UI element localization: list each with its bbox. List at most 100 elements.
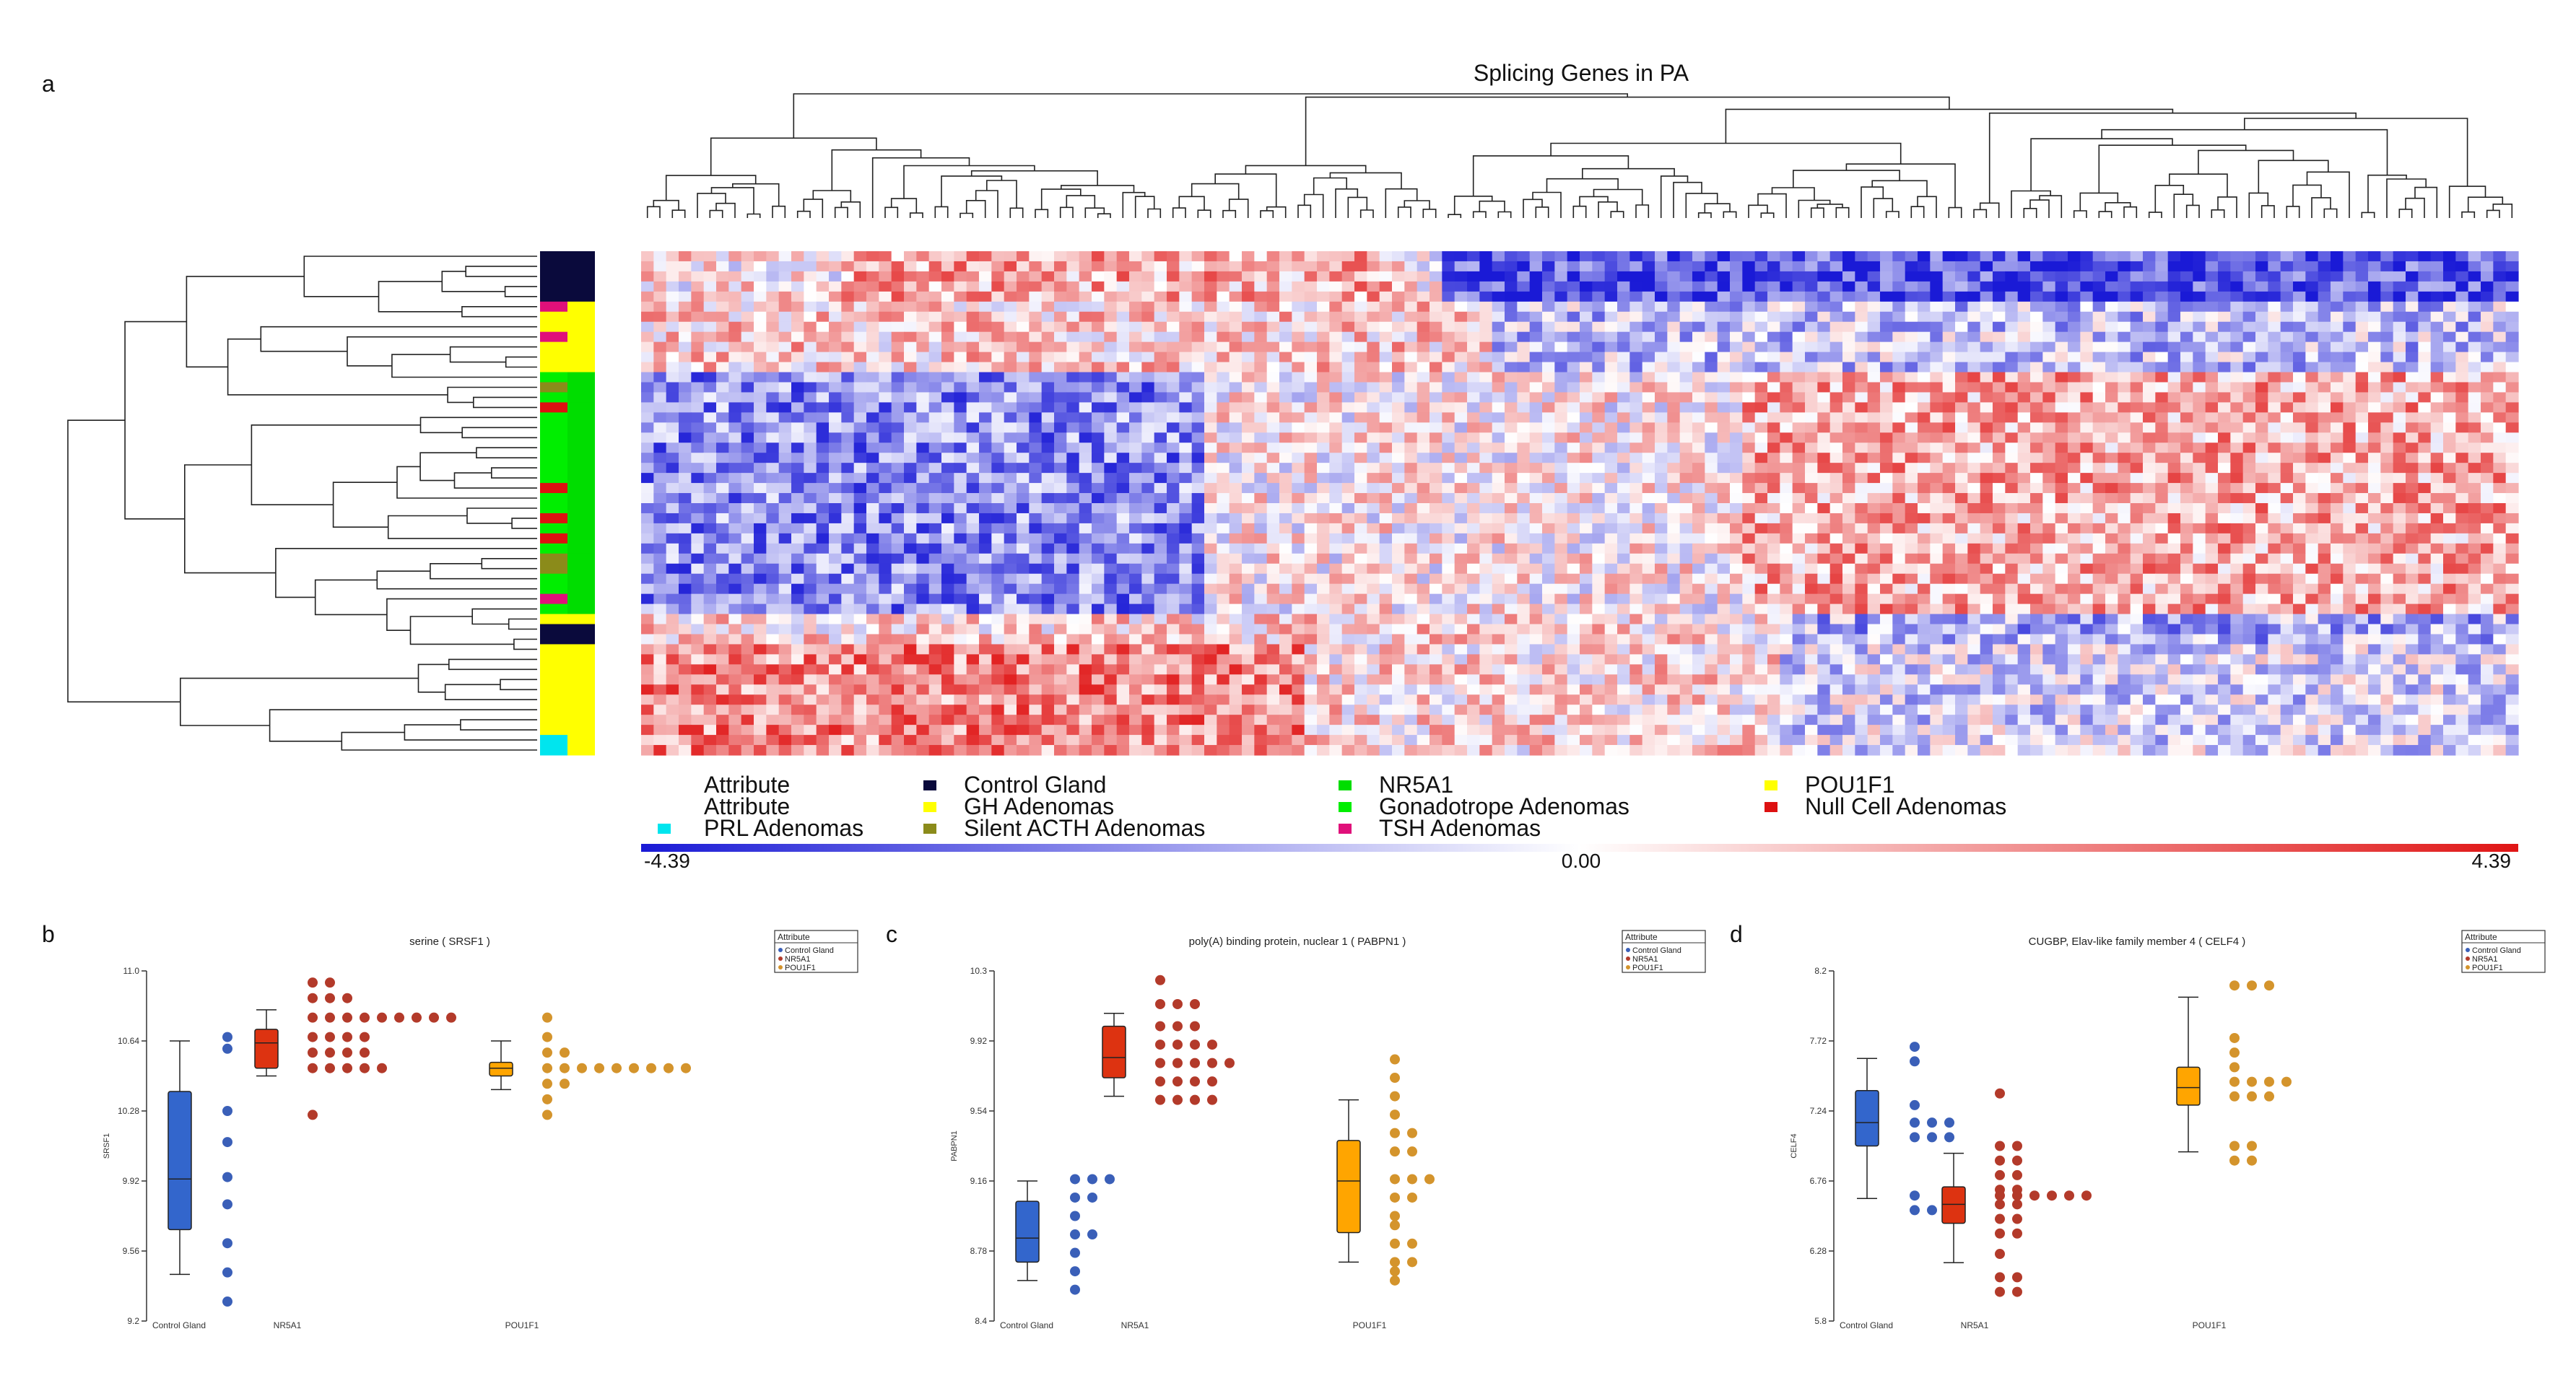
heatmap-cell	[1742, 483, 1756, 494]
heatmap-cell	[991, 402, 1005, 413]
heatmap-cell	[703, 311, 717, 323]
heatmap-cell	[2505, 362, 2519, 373]
heatmap-cell	[1367, 331, 1380, 343]
heatmap-cell	[778, 412, 792, 423]
heatmap-cell	[1242, 291, 1255, 302]
heatmap-cell	[991, 392, 1005, 403]
heatmap-cell	[1492, 422, 1505, 433]
heatmap-cell	[2305, 523, 2319, 534]
heatmap-cell	[1392, 523, 1405, 534]
heatmap-cell	[2193, 372, 2206, 383]
heatmap-cell	[1242, 271, 1255, 282]
heatmap-cell	[2180, 271, 2193, 282]
heatmap-cell	[891, 563, 905, 575]
heatmap-cell	[1742, 523, 1756, 534]
heatmap-cell	[941, 443, 954, 453]
heatmap-cell	[841, 543, 855, 554]
heatmap-cell	[2118, 453, 2131, 463]
heatmap-cell	[2042, 372, 2056, 383]
heatmap-cell	[1629, 261, 1643, 272]
heatmap-cell	[1141, 523, 1155, 534]
attribute-strip-outer	[567, 341, 595, 353]
heatmap-cell	[1542, 422, 1555, 433]
dendrogram-branch	[1122, 191, 1146, 218]
heatmap-cell	[1942, 281, 1956, 292]
heatmap-cell	[1191, 331, 1205, 343]
heatmap-cell	[1880, 311, 1893, 323]
heatmap-cell	[2017, 362, 2031, 373]
heatmap-cell	[2230, 443, 2244, 453]
heatmap-cell	[2242, 291, 2256, 302]
dendrogram-branch	[511, 518, 537, 529]
heatmap-cell	[2030, 341, 2043, 353]
heatmap-cell	[1454, 493, 1468, 504]
heatmap-cell	[966, 301, 980, 313]
heatmap-cell	[1592, 372, 1606, 383]
heatmap-cell	[1442, 281, 1455, 292]
heatmap-cell	[979, 402, 992, 413]
heatmap-cell	[2092, 453, 2106, 463]
heatmap-cell	[1154, 382, 1167, 393]
heatmap-cell	[1141, 473, 1155, 484]
heatmap-cell	[1492, 463, 1505, 474]
heatmap-cell	[2268, 473, 2281, 484]
heatmap-cell	[1354, 281, 1367, 292]
heatmap-cell	[1054, 432, 1067, 443]
heatmap-cell	[2255, 281, 2268, 292]
heatmap-cell	[2180, 341, 2193, 353]
heatmap-cell	[941, 493, 954, 504]
heatmap-cell	[1041, 483, 1055, 494]
heatmap-cell	[1404, 483, 1418, 494]
heatmap-cell	[1780, 382, 1793, 393]
heatmap-cell	[1079, 463, 1092, 474]
heatmap-cell	[2430, 321, 2444, 333]
heatmap-cell	[928, 513, 942, 524]
heatmap-cell	[1642, 422, 1655, 433]
heatmap-cell	[1092, 392, 1105, 403]
heatmap-cell	[2055, 372, 2068, 383]
dendrogram-branch	[1172, 207, 1186, 218]
heatmap-cell	[1254, 392, 1268, 403]
heatmap-cell	[1279, 362, 1292, 373]
heatmap-cell	[2080, 321, 2094, 333]
heatmap-cell	[1191, 382, 1205, 393]
heatmap-cell	[1629, 503, 1643, 514]
heatmap-cell	[1266, 443, 1280, 453]
heatmap-cell	[1079, 392, 1092, 403]
heatmap-cell	[2280, 372, 2294, 383]
heatmap-cell	[653, 422, 667, 433]
heatmap-cell	[2268, 321, 2281, 333]
heatmap-cell	[1629, 321, 1643, 333]
heatmap-cell	[1993, 341, 2006, 353]
heatmap-cell	[2193, 412, 2206, 423]
heatmap-cell	[991, 503, 1005, 514]
heatmap-cell	[941, 311, 954, 323]
heatmap-cell	[2105, 553, 2118, 565]
heatmap-cell	[2042, 443, 2056, 453]
heatmap-cell	[979, 493, 992, 504]
heatmap-cell	[866, 432, 879, 443]
heatmap-cell	[829, 372, 842, 383]
heatmap-cell	[1742, 372, 1756, 383]
heatmap-cell	[916, 321, 930, 333]
heatmap-cell	[1567, 483, 1580, 494]
heatmap-cell	[1980, 553, 1993, 565]
heatmap-cell	[2017, 493, 2031, 504]
heatmap-cell	[891, 331, 905, 343]
heatmap-cell	[2092, 251, 2106, 262]
heatmap-cell	[666, 563, 679, 575]
heatmap-cell	[928, 443, 942, 453]
heatmap-cell	[778, 493, 792, 504]
heatmap-cell	[966, 483, 980, 494]
heatmap-cell	[916, 453, 930, 463]
heatmap-cell	[2030, 493, 2043, 504]
heatmap-cell	[641, 251, 654, 262]
heatmap-cell	[1780, 513, 1793, 524]
heatmap-cell	[2080, 271, 2094, 282]
heatmap-cell	[954, 553, 967, 565]
heatmap-cell	[1004, 513, 1017, 524]
heatmap-cell	[2481, 483, 2494, 494]
heatmap-cell	[1404, 463, 1418, 474]
attribute-strip-outer	[567, 392, 595, 403]
heatmap-cell	[1554, 352, 1568, 363]
